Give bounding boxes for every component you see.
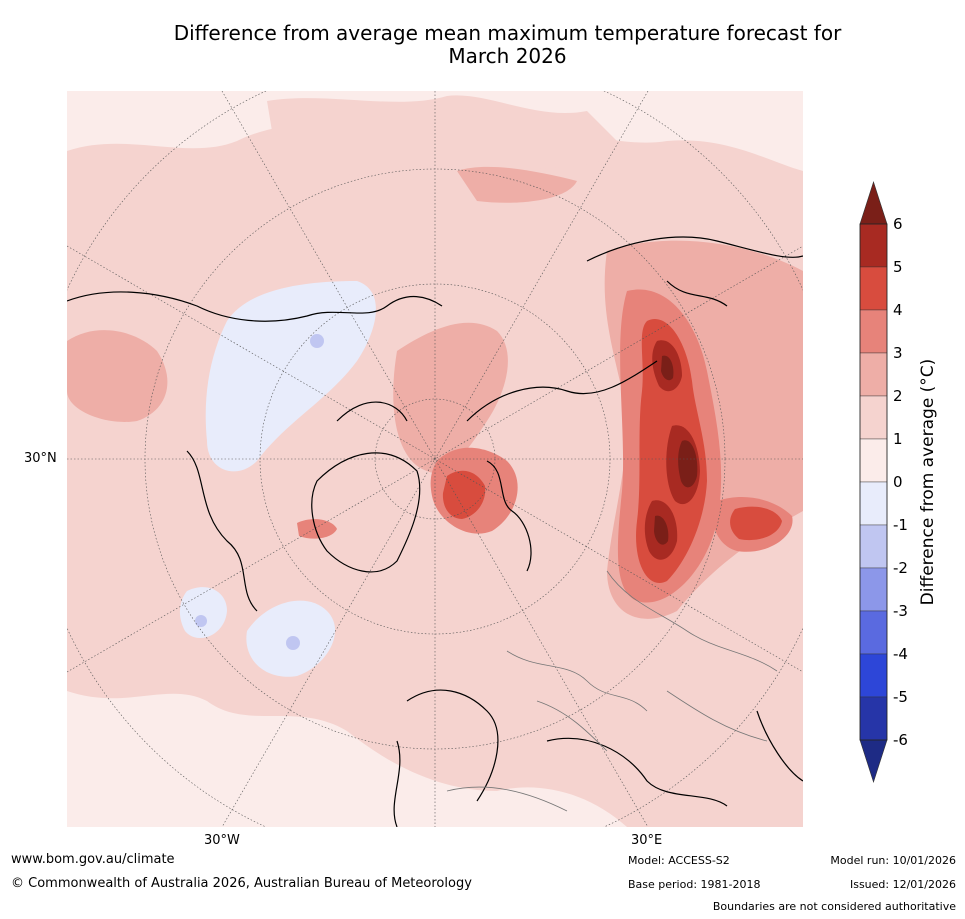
map-panel[interactable]: [67, 91, 803, 827]
anomaly-region-4to5-scand: [442, 470, 486, 519]
anomaly-region-2to3-west: [67, 330, 168, 422]
anomaly-region-2to3: [393, 322, 508, 473]
anomaly-map: [67, 91, 803, 827]
colorbar-tick-label: -5: [893, 688, 908, 706]
title-line-2: March 2026: [448, 44, 567, 68]
cool-spot-atlantic: [286, 636, 300, 650]
colorbar-tick-label: 3: [893, 344, 903, 362]
colorbar-extend-bottom: [859, 739, 888, 783]
colorbar-segment-m5tom4: [859, 653, 888, 698]
colorbar-segment-5to6: [859, 223, 888, 268]
colorbar-segment-0to1: [859, 438, 888, 483]
colorbar-segment-m4tom3: [859, 610, 888, 655]
anomaly-region-3to4-small: [297, 519, 337, 539]
anomaly-region-1to2-north: [267, 95, 627, 178]
colorbar-svg: [859, 181, 888, 783]
colorbar-tick-label: 0: [893, 473, 903, 491]
colorbar-segment-m1to0: [859, 481, 888, 526]
borders: [446, 570, 778, 812]
colorbar-tick-label: 6: [893, 215, 903, 233]
website-link[interactable]: www.bom.gov.au/climate: [11, 852, 175, 867]
colorbar-tick-label: -3: [893, 602, 908, 620]
cool-spot-atlantic-2: [195, 615, 207, 627]
colorbar-tick-label: 5: [893, 258, 903, 276]
colorbar-tick-label: -2: [893, 559, 908, 577]
anomaly-region-above6: [678, 440, 698, 488]
colorbar-tick-label: -1: [893, 516, 908, 534]
base-period-text: Base period: 1981-2018: [628, 878, 761, 891]
cool-spot-canada: [310, 334, 324, 348]
colorbar-extend-top: [859, 181, 888, 225]
colorbar-tick-label: 2: [893, 387, 903, 405]
model-run-text: Model run: 10/01/2026: [830, 854, 956, 867]
colorbar-segment-m2tom1: [859, 524, 888, 569]
coastlines: [67, 236, 803, 827]
title-line-1: Difference from average mean maximum tem…: [173, 21, 842, 45]
colorbar-outline: [859, 223, 888, 741]
copyright-text: © Commonwealth of Australia 2026, Austra…: [11, 876, 472, 891]
colorbar-segment-2to3: [859, 352, 888, 397]
colorbar-segment-4to5: [859, 266, 888, 311]
colorbar-label: Difference from average (°C): [918, 358, 938, 606]
colorbar-tick-label: -6: [893, 731, 908, 749]
colorbar-segments: [859, 181, 888, 783]
colorbar-segment-m3tom2: [859, 567, 888, 612]
colorbar-tick-label: -4: [893, 645, 908, 663]
colorbar-segment-3to4: [859, 309, 888, 354]
lon-label-30w: 30°W: [204, 833, 240, 848]
colorbar: [858, 180, 965, 785]
colorbar-tick-label: 4: [893, 301, 903, 319]
graticule: [67, 91, 803, 827]
issued-text: Issued: 12/01/2026: [849, 878, 956, 891]
colorbar-tick-label: 1: [893, 430, 903, 448]
chart-title: Difference from average mean maximum tem…: [60, 22, 955, 68]
anomaly-region-2to3-north: [457, 166, 577, 203]
anomaly-region-above6-3: [654, 515, 669, 545]
cool-region-canada: [205, 281, 376, 472]
lon-label-30e: 30°E: [631, 833, 663, 848]
disclaimer-text: Boundaries are not considered authoritat…: [712, 900, 956, 913]
colorbar-segment-1to2: [859, 395, 888, 440]
lat-label-30n: 30°N: [24, 451, 57, 466]
anomaly-region-4to5-east: [730, 506, 782, 541]
anomaly-region-above6-2: [661, 355, 674, 381]
colorbar-segment-m6tom5: [859, 696, 888, 741]
model-text: Model: ACCESS-S2: [628, 854, 730, 867]
